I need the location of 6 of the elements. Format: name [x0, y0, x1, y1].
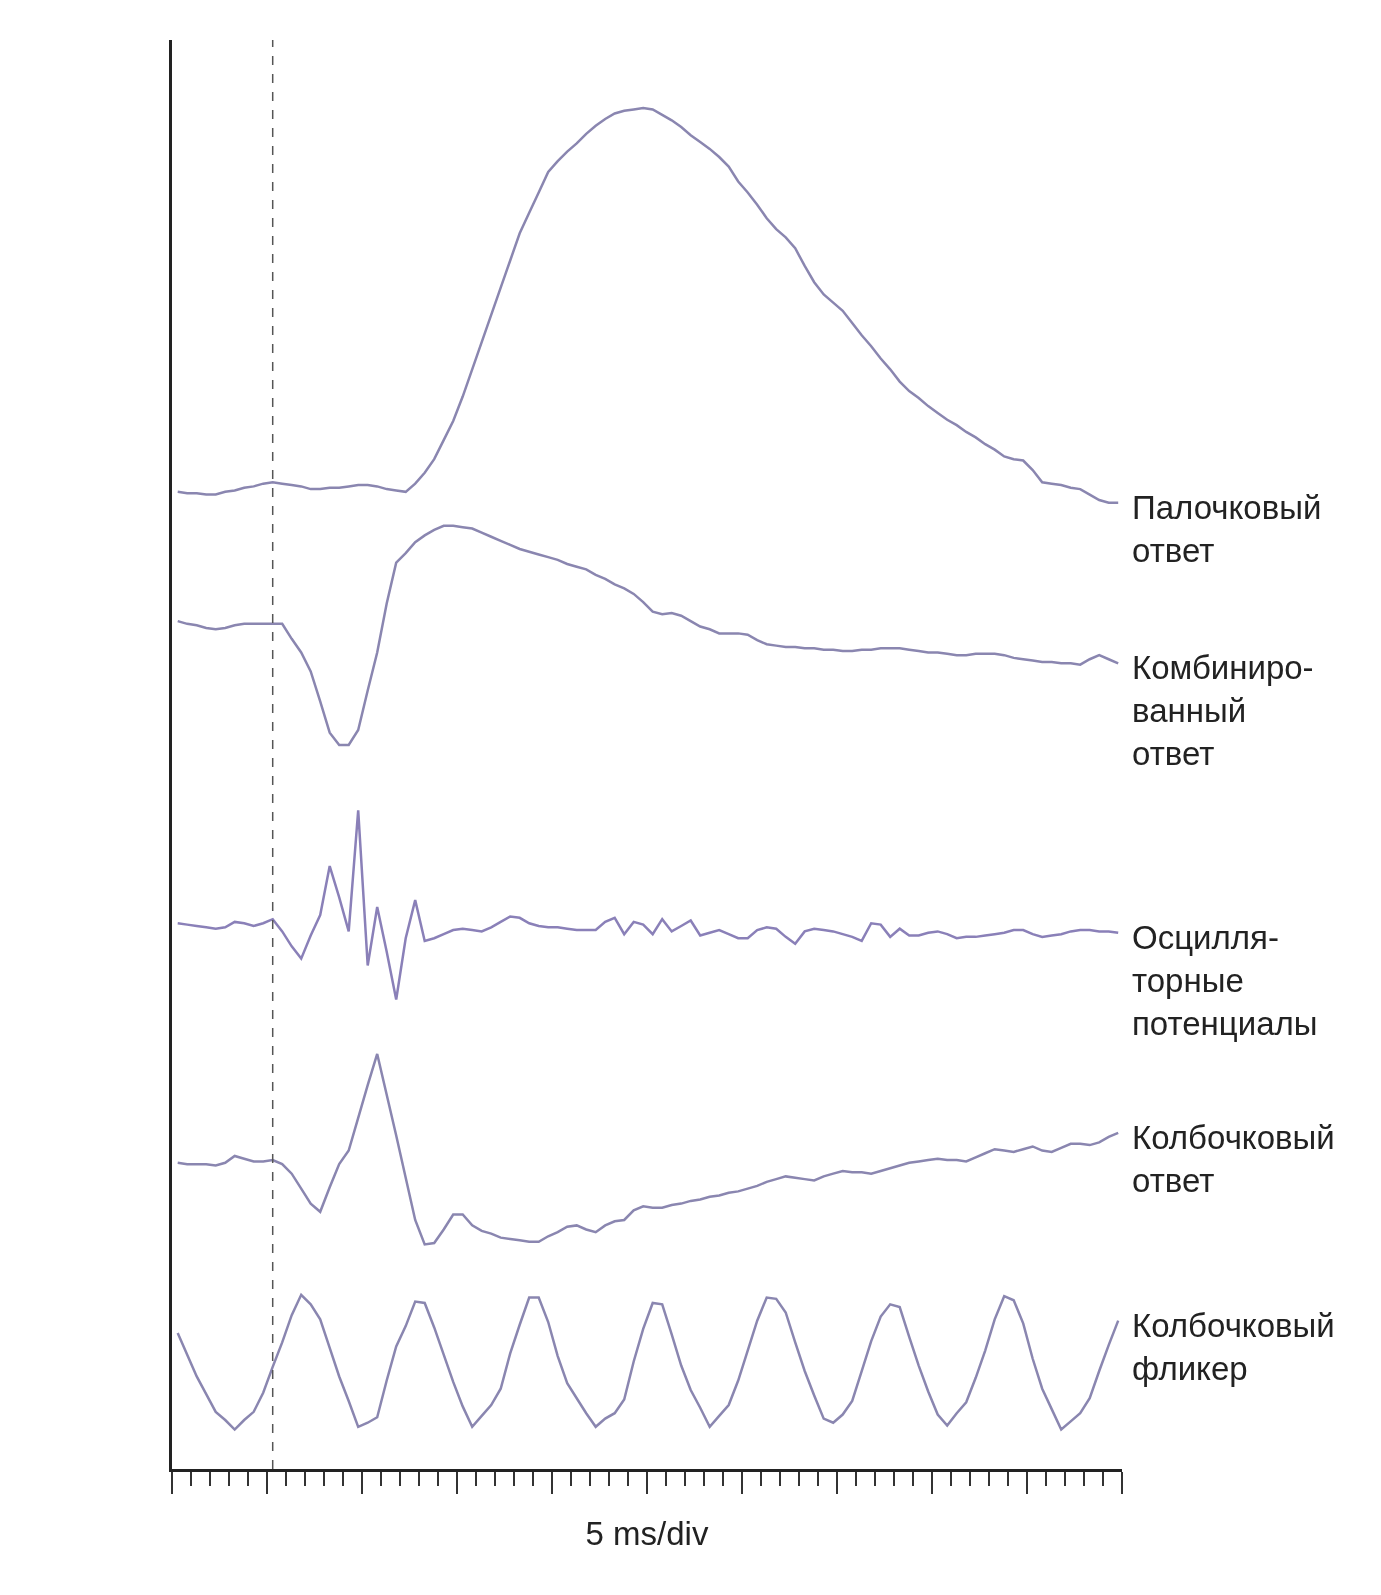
series-label: Осцилля- торные потенциалы: [1132, 919, 1318, 1042]
series-label: Комбиниро- ванный ответ: [1132, 649, 1314, 772]
x-axis-title: 5 ms/div: [585, 1515, 709, 1553]
series-label: Колбочковый фликер: [1132, 1307, 1335, 1387]
series-label: Колбочковый ответ: [1132, 1119, 1335, 1199]
series-label: Палочковый ответ: [1132, 489, 1322, 569]
